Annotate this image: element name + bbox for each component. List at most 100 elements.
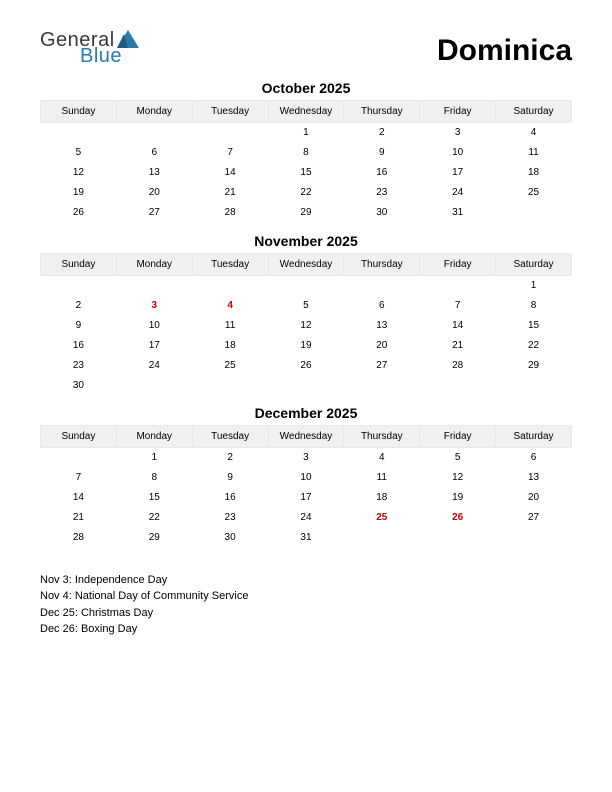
calendar-cell: [344, 275, 420, 295]
day-header: Friday: [420, 101, 496, 123]
calendar-cell: 27: [344, 355, 420, 375]
calendar-cell: 23: [344, 183, 420, 203]
month-title: October 2025: [40, 80, 572, 96]
calendar-cell: [192, 275, 268, 295]
day-header: Saturday: [496, 253, 572, 275]
calendar-cell: 18: [344, 488, 420, 508]
calendar-cell: 29: [496, 355, 572, 375]
header: General Blue Dominica: [40, 30, 572, 68]
calendar-cell: 17: [268, 488, 344, 508]
day-header: Monday: [116, 101, 192, 123]
calendar-cell: 10: [268, 468, 344, 488]
calendar-cell: 9: [344, 143, 420, 163]
calendar-cell: 25: [192, 355, 268, 375]
calendar-row: 1234: [41, 123, 572, 143]
calendar-cell: 17: [116, 335, 192, 355]
calendar-cell: 31: [420, 203, 496, 223]
calendar-cell: 24: [268, 508, 344, 528]
calendar-row: 19202122232425: [41, 183, 572, 203]
calendar-cell: 11: [344, 468, 420, 488]
calendar-cell: 5: [41, 143, 117, 163]
calendar-cell: 17: [420, 163, 496, 183]
calendar-cell: 21: [192, 183, 268, 203]
calendar-cell: 28: [41, 528, 117, 548]
calendar-row: 1: [41, 275, 572, 295]
calendar-cell: 25: [344, 508, 420, 528]
calendar-cell: 12: [268, 315, 344, 335]
calendar-cell: 20: [344, 335, 420, 355]
calendar-table: SundayMondayTuesdayWednesdayThursdayFrid…: [40, 253, 572, 396]
calendar-cell: 21: [41, 508, 117, 528]
calendar-row: 9101112131415: [41, 315, 572, 335]
calendar-row: 28293031: [41, 528, 572, 548]
calendar-cell: 29: [268, 203, 344, 223]
calendar-cell: 26: [268, 355, 344, 375]
calendar-cell: 14: [192, 163, 268, 183]
calendar-cell: 29: [116, 528, 192, 548]
calendar-cell: 6: [344, 295, 420, 315]
calendar-cell: 28: [192, 203, 268, 223]
day-header: Sunday: [41, 101, 117, 123]
calendar-cell: 12: [41, 163, 117, 183]
calendar-cell: 30: [344, 203, 420, 223]
calendar-row: 567891011: [41, 143, 572, 163]
calendar-cell: 10: [420, 143, 496, 163]
holiday-entry: Nov 3: Independence Day: [40, 572, 572, 589]
calendar-cell: 25: [496, 183, 572, 203]
calendar-cell: 11: [496, 143, 572, 163]
calendar-cell: 15: [268, 163, 344, 183]
calendar-cell: 16: [41, 335, 117, 355]
calendar-cell: 13: [344, 315, 420, 335]
calendar-cell: [268, 375, 344, 395]
calendar-cell: [192, 123, 268, 143]
calendar-cell: 2: [344, 123, 420, 143]
calendar-cell: 31: [268, 528, 344, 548]
months-container: October 2025SundayMondayTuesdayWednesday…: [40, 80, 572, 548]
calendar-cell: [420, 275, 496, 295]
calendar-row: 12131415161718: [41, 163, 572, 183]
calendar-cell: 7: [192, 143, 268, 163]
calendar-cell: 10: [116, 315, 192, 335]
calendar-cell: 20: [116, 183, 192, 203]
calendar-cell: [496, 528, 572, 548]
day-header: Saturday: [496, 101, 572, 123]
calendar-cell: 3: [116, 295, 192, 315]
calendar-cell: 8: [496, 295, 572, 315]
holiday-entry: Nov 4: National Day of Community Service: [40, 588, 572, 605]
calendar-cell: 13: [496, 468, 572, 488]
calendar-cell: [41, 123, 117, 143]
calendar-cell: 19: [268, 335, 344, 355]
day-header: Thursday: [344, 253, 420, 275]
calendar-cell: 28: [420, 355, 496, 375]
calendar-cell: [116, 275, 192, 295]
calendar-cell: [420, 528, 496, 548]
logo: General Blue: [40, 30, 139, 66]
calendar-cell: 15: [116, 488, 192, 508]
month-title: November 2025: [40, 233, 572, 249]
calendar-cell: 30: [41, 375, 117, 395]
holiday-list: Nov 3: Independence DayNov 4: National D…: [40, 572, 572, 638]
day-header: Wednesday: [268, 426, 344, 448]
calendar-cell: [344, 528, 420, 548]
calendar-cell: 6: [116, 143, 192, 163]
calendar-cell: 13: [116, 163, 192, 183]
holiday-entry: Dec 26: Boxing Day: [40, 621, 572, 638]
calendar-cell: 16: [344, 163, 420, 183]
calendar-row: 23242526272829: [41, 355, 572, 375]
calendar-cell: 14: [420, 315, 496, 335]
calendar-row: 16171819202122: [41, 335, 572, 355]
calendar-cell: 8: [116, 468, 192, 488]
calendar-cell: 19: [41, 183, 117, 203]
month-block: October 2025 SundayMondayTuesdayWednesday…: [40, 80, 572, 223]
calendar-cell: 5: [268, 295, 344, 315]
calendar-cell: 4: [192, 295, 268, 315]
calendar-cell: 12: [420, 468, 496, 488]
calendar-cell: 5: [420, 448, 496, 468]
day-header: Tuesday: [192, 253, 268, 275]
calendar-cell: 6: [496, 448, 572, 468]
day-header: Tuesday: [192, 101, 268, 123]
calendar-cell: 20: [496, 488, 572, 508]
calendar-cell: 24: [116, 355, 192, 375]
calendar-cell: [192, 375, 268, 395]
day-header: Wednesday: [268, 101, 344, 123]
